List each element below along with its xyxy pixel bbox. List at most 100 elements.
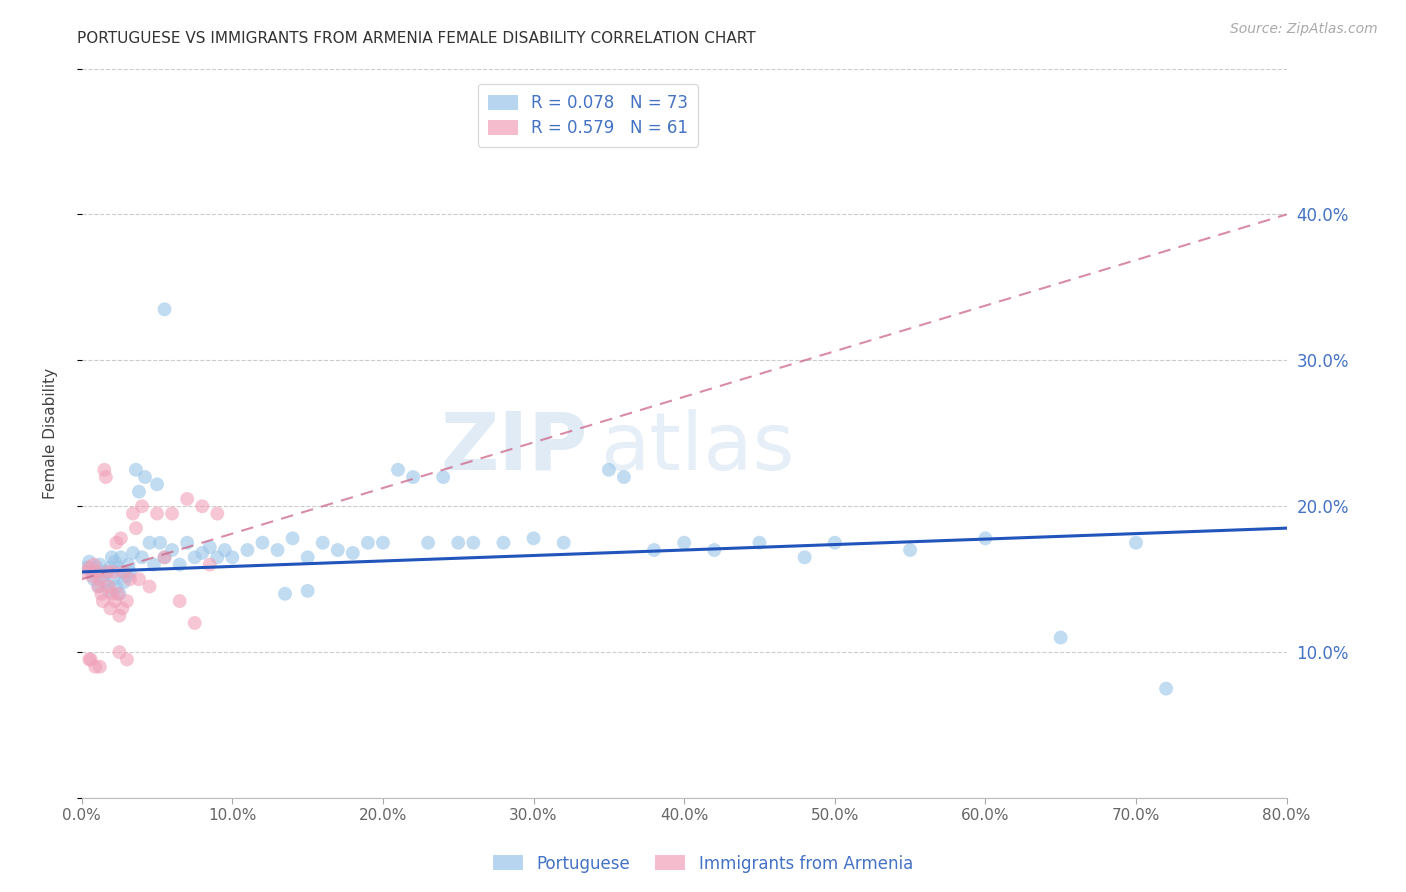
Point (110, 550, 132, 565)
Point (342, 546, 364, 560)
Point (371, 535, 394, 549)
Point (281, 532, 304, 546)
Point (138, 535, 160, 549)
Point (143, 558, 166, 572)
Point (103, 572, 125, 586)
Text: ZIP: ZIP (440, 409, 588, 487)
Text: Source: ZipAtlas.com: Source: ZipAtlas.com (1230, 22, 1378, 37)
Point (793, 550, 815, 565)
Point (176, 491, 198, 506)
Point (97, 580, 120, 594)
Point (183, 550, 205, 565)
Point (98, 601, 121, 615)
Point (191, 546, 214, 560)
Point (77, 555, 100, 569)
Point (115, 652, 138, 666)
Point (93, 463, 115, 477)
Point (118, 565, 141, 579)
Point (643, 543, 665, 558)
Point (138, 580, 160, 594)
Point (613, 470, 636, 484)
Y-axis label: Female Disability: Female Disability (44, 368, 58, 499)
Point (191, 500, 214, 514)
Point (183, 615, 205, 630)
Point (146, 507, 169, 521)
Point (297, 583, 319, 598)
Point (101, 587, 124, 601)
Point (108, 645, 131, 659)
Point (146, 477, 169, 491)
Point (86, 560, 108, 574)
Point (86, 565, 108, 579)
Point (115, 594, 138, 608)
Point (221, 550, 243, 565)
Point (207, 550, 229, 565)
Legend: Portuguese, Immigrants from Armenia: Portuguese, Immigrants from Armenia (486, 848, 920, 880)
Point (1154, 681, 1177, 696)
Point (198, 540, 221, 554)
Point (111, 601, 134, 615)
Point (326, 543, 349, 558)
Point (110, 532, 132, 546)
Point (97, 583, 120, 598)
Point (598, 463, 620, 477)
Point (83, 572, 105, 586)
Point (108, 608, 131, 623)
Point (748, 535, 770, 549)
Point (125, 521, 148, 535)
Point (118, 572, 141, 586)
Point (402, 470, 425, 484)
Point (176, 535, 198, 549)
Point (93, 575, 115, 590)
Point (87, 580, 110, 594)
Point (112, 575, 135, 590)
Point (297, 550, 319, 565)
Point (312, 535, 335, 549)
Point (153, 302, 176, 317)
Text: atlas: atlas (600, 409, 794, 487)
Point (96, 565, 118, 579)
Point (125, 463, 148, 477)
Point (160, 507, 183, 521)
Point (128, 572, 150, 586)
Point (98, 560, 121, 574)
Point (105, 580, 128, 594)
Point (252, 535, 274, 549)
Point (974, 532, 997, 546)
Point (149, 535, 172, 549)
Point (122, 507, 145, 521)
Point (80, 652, 103, 666)
Point (77, 560, 100, 574)
Point (418, 535, 440, 549)
Point (160, 543, 183, 558)
Point (447, 535, 470, 549)
Point (553, 535, 575, 549)
Point (115, 569, 138, 583)
Point (134, 470, 156, 484)
Point (107, 560, 129, 574)
Point (91, 594, 114, 608)
Point (153, 550, 176, 565)
Point (89, 659, 111, 673)
Point (77, 652, 100, 666)
Point (432, 470, 454, 484)
Point (111, 565, 134, 579)
Point (387, 463, 409, 477)
Point (128, 484, 150, 499)
Point (107, 587, 129, 601)
Point (266, 543, 288, 558)
Point (101, 550, 124, 565)
Point (522, 532, 544, 546)
Point (83, 558, 105, 572)
Point (357, 535, 380, 549)
Point (82, 565, 104, 579)
Point (94, 565, 117, 579)
Point (673, 535, 696, 549)
Point (703, 543, 725, 558)
Point (122, 546, 145, 560)
Point (104, 555, 127, 569)
Legend: R = 0.078   N = 73, R = 0.579   N = 61: R = 0.078 N = 73, R = 0.579 N = 61 (478, 84, 697, 147)
Point (112, 565, 135, 579)
Point (131, 550, 153, 565)
Point (214, 543, 236, 558)
